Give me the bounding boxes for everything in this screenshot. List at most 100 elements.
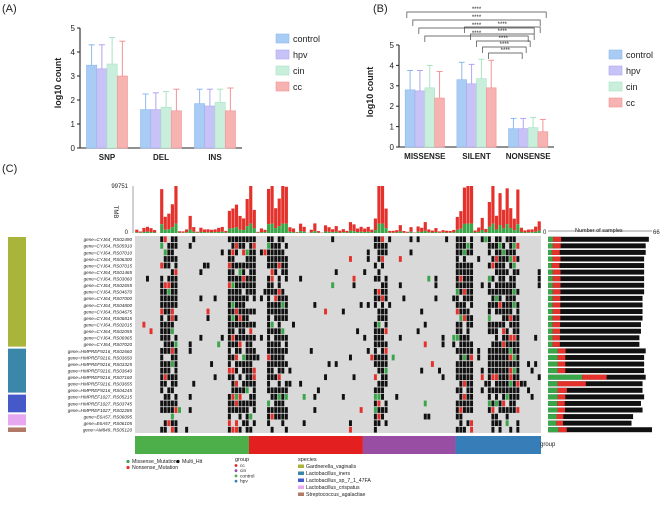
gene-count-nonsense bbox=[556, 420, 564, 426]
variant-legend-dot bbox=[126, 459, 130, 464]
group-legend-dot bbox=[234, 469, 238, 473]
mutation-cell-multi-hit bbox=[384, 282, 388, 289]
tmb-bar bbox=[242, 218, 246, 231]
mutation-cell-multi-hit bbox=[249, 321, 253, 328]
mutation-cell-multi-hit bbox=[277, 295, 281, 302]
species-legend-swatch bbox=[298, 471, 304, 475]
mutation-cell-multi-hit bbox=[455, 387, 459, 394]
mutation-cell-nonsense bbox=[163, 236, 167, 243]
mutation-cell-multi-hit bbox=[487, 387, 491, 394]
mutation-cell-multi-hit bbox=[516, 256, 520, 262]
mutation-cell-multi-hit bbox=[274, 302, 278, 308]
mutation-cell-multi-hit bbox=[459, 288, 463, 295]
tmb-bar bbox=[398, 225, 402, 232]
tmb-bar-missense bbox=[234, 227, 239, 233]
tmb-bar bbox=[509, 208, 513, 229]
mutation-cell-multi-hit bbox=[267, 275, 271, 282]
significance-label: **** bbox=[499, 36, 509, 42]
mutation-cell-multi-hit bbox=[160, 354, 164, 361]
mutation-cell-multi-hit bbox=[509, 321, 513, 328]
mutation-cell-multi-hit bbox=[160, 348, 164, 354]
gene-count-nonsense bbox=[582, 374, 607, 380]
mutation-cell-multi-hit bbox=[427, 413, 431, 420]
tmb-bar bbox=[395, 230, 399, 233]
gene-count-missense bbox=[548, 322, 553, 328]
gene-count-nonsense bbox=[558, 427, 567, 433]
bar-cin-missense bbox=[424, 87, 435, 148]
mutation-cell-nonsense bbox=[470, 354, 474, 361]
mutation-cell-multi-hit bbox=[491, 367, 495, 374]
mutation-cell-multi-hit bbox=[509, 242, 513, 249]
mutation-cell-multi-hit bbox=[227, 341, 231, 348]
mutation-cell-multi-hit bbox=[235, 288, 238, 295]
mutation-cell-multi-hit bbox=[160, 374, 164, 381]
mutation-cell-multi-hit bbox=[167, 341, 171, 348]
mutation-cell-multi-hit bbox=[502, 387, 506, 394]
mutation-cell-multi-hit bbox=[245, 348, 249, 354]
mutation-cell-multi-hit bbox=[238, 302, 242, 308]
mutation-cell-multi-hit bbox=[455, 262, 459, 269]
gene-label: gene=CYJ64_RS07015 bbox=[84, 263, 133, 268]
mutation-cell-multi-hit bbox=[274, 288, 278, 295]
mutation-cell-multi-hit bbox=[174, 380, 178, 387]
tmb-bar-missense bbox=[441, 232, 445, 233]
mutation-cell-multi-hit bbox=[373, 295, 377, 302]
tmb-bar bbox=[302, 226, 306, 232]
gene-count-bar bbox=[548, 414, 634, 420]
mutation-cell-multi-hit bbox=[238, 328, 242, 335]
tmb-bar bbox=[163, 216, 167, 230]
mutation-cell-multi-hit bbox=[466, 321, 470, 328]
bar-control-ins bbox=[194, 103, 206, 149]
mutation-cell-multi-hit bbox=[274, 374, 278, 381]
mutation-cell-multi-hit bbox=[167, 394, 171, 400]
mutation-cell-nonsense bbox=[516, 407, 520, 413]
mutation-cell-multi-hit bbox=[267, 256, 271, 262]
mutation-cell-multi-hit bbox=[252, 275, 256, 282]
mutation-cell-multi-hit bbox=[487, 354, 491, 361]
mutation-cell-multi-hit bbox=[331, 236, 335, 243]
mutation-cell-multi-hit bbox=[487, 380, 491, 387]
y-tick-label: 2 bbox=[390, 102, 395, 111]
mutation-cell-multi-hit bbox=[160, 315, 164, 321]
mutation-cell-nonsense bbox=[491, 374, 495, 381]
mutation-cell-multi-hit bbox=[466, 380, 470, 387]
mutation-cell-multi-hit bbox=[388, 302, 392, 308]
mutation-cell-nonsense bbox=[373, 374, 377, 381]
mutation-cell-multi-hit bbox=[384, 249, 388, 256]
mutation-cell-multi-hit bbox=[274, 269, 278, 275]
mutation-cell-multi-hit bbox=[267, 380, 271, 387]
tmb-bar bbox=[145, 226, 150, 232]
mutation-cell-multi-hit bbox=[381, 315, 384, 321]
mutation-cell-multi-hit bbox=[470, 275, 474, 282]
mutation-cell-nonsense bbox=[470, 426, 474, 433]
mutation-cell-multi-hit bbox=[487, 407, 491, 413]
mutation-cell-nonsense bbox=[263, 249, 267, 256]
mutation-cell-multi-hit bbox=[163, 256, 167, 262]
tmb-bar bbox=[388, 230, 392, 233]
mutation-cell-nonsense bbox=[235, 400, 238, 407]
tmb-bar-missense bbox=[192, 231, 196, 233]
mutation-cell-multi-hit bbox=[381, 380, 384, 387]
mutation-cell-multi-hit bbox=[459, 242, 463, 249]
mutation-cell-multi-hit bbox=[491, 400, 495, 407]
mutation-cell-multi-hit bbox=[455, 256, 459, 262]
count-axis-max: 66 bbox=[653, 230, 660, 236]
mutation-cell-multi-hit bbox=[491, 242, 495, 249]
legend-swatch-cc bbox=[608, 97, 623, 108]
mutation-cell-multi-hit bbox=[516, 420, 520, 427]
mutation-cell-multi-hit bbox=[167, 321, 171, 328]
mutation-cell-multi-hit bbox=[462, 400, 466, 407]
mutation-cell-nonsense bbox=[170, 348, 174, 354]
mutation-cell-nonsense bbox=[509, 315, 513, 321]
mutation-cell-multi-hit bbox=[163, 288, 167, 295]
gene-count-missense bbox=[548, 355, 558, 360]
mutation-cell-multi-hit bbox=[495, 341, 498, 348]
mutation-cell-multi-hit bbox=[231, 387, 235, 394]
mutation-cell-multi-hit bbox=[270, 282, 274, 289]
mutation-cell-multi-hit bbox=[495, 242, 498, 249]
mutation-cell-multi-hit bbox=[270, 367, 274, 374]
mutation-cell-multi-hit bbox=[235, 249, 238, 256]
significance-bracket bbox=[412, 19, 541, 26]
mutation-cell-multi-hit bbox=[491, 288, 495, 295]
mutation-cell-multi-hit bbox=[270, 236, 274, 243]
